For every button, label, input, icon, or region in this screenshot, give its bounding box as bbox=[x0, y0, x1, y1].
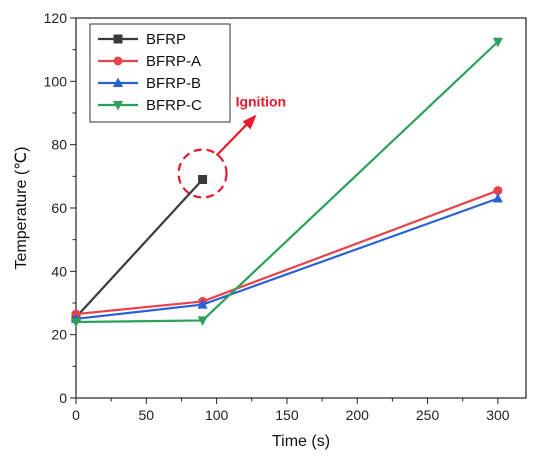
legend-marker-bfrp-c bbox=[113, 101, 123, 111]
legend-marker-bfrp-b bbox=[113, 77, 123, 87]
y-axis-label: Temperature (℃) bbox=[13, 147, 30, 270]
series-line-bfrp bbox=[75, 178, 204, 318]
y-tick-label: 20 bbox=[51, 327, 67, 343]
y-tick-label: 40 bbox=[51, 263, 67, 279]
ignition-arrow-line bbox=[215, 121, 250, 157]
x-tick-label: 200 bbox=[346, 407, 370, 423]
data-point-bfrp-b bbox=[197, 299, 208, 309]
x-tick-label: 250 bbox=[416, 407, 440, 423]
x-tick-label: 50 bbox=[139, 407, 155, 423]
x-axis-label: Time (s) bbox=[272, 433, 330, 450]
y-tick-label: 80 bbox=[51, 137, 67, 153]
x-tick-label: 100 bbox=[205, 407, 229, 423]
legend-label-bfrp-b: BFRP-B bbox=[146, 75, 201, 92]
y-tick-label: 120 bbox=[44, 10, 68, 26]
data-point-bfrp-c bbox=[492, 37, 503, 48]
ignition-label: Ignition bbox=[236, 94, 287, 110]
ignition-annotation: Ignition bbox=[177, 94, 287, 199]
x-tick-label: 150 bbox=[275, 407, 299, 423]
ignition-arrowhead bbox=[242, 114, 257, 130]
data-point-bfrp-b bbox=[492, 193, 503, 203]
legend-label-bfrp-a: BFRP-A bbox=[146, 53, 201, 70]
y-tick-label: 60 bbox=[51, 200, 67, 216]
plot-area: 0 50 100 150 200 250 300020406080100120BFRPBFR… bbox=[44, 10, 527, 423]
legend-marker-bfrp bbox=[113, 34, 123, 44]
data-point-bfrp-c bbox=[197, 316, 208, 326]
legend-marker-bfrp-a bbox=[113, 56, 123, 66]
x-tick-label: 0 bbox=[72, 407, 80, 423]
x-tick-label: 300 bbox=[486, 407, 510, 423]
data-point-bfrp bbox=[198, 175, 208, 184]
data-point-bfrp-c bbox=[71, 318, 81, 328]
legend-label-bfrp: BFRP bbox=[146, 31, 186, 48]
y-tick-label: 100 bbox=[44, 73, 68, 89]
legend-label-bfrp-c: BFRP-C bbox=[146, 97, 202, 114]
ignition-circle bbox=[177, 148, 228, 199]
y-tick-label: 0 bbox=[59, 390, 67, 406]
legend: BFRP BFRP-A BFRP-B BFRP-C bbox=[89, 23, 231, 123]
data-point-bfrp-a bbox=[493, 186, 503, 196]
